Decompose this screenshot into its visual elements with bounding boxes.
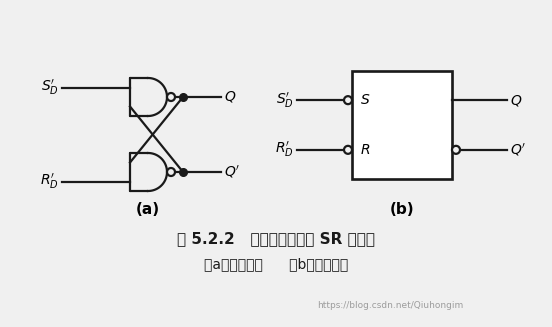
Text: $Q'$: $Q'$ <box>510 142 527 158</box>
Text: (a): (a) <box>136 201 160 216</box>
Circle shape <box>167 93 175 101</box>
Text: https://blog.csdn.net/Qiuhongim: https://blog.csdn.net/Qiuhongim <box>317 301 463 309</box>
Circle shape <box>167 168 175 176</box>
Text: R: R <box>361 143 370 157</box>
Text: $R_D'$: $R_D'$ <box>275 140 294 160</box>
Text: S: S <box>361 93 370 107</box>
Circle shape <box>344 96 352 104</box>
Text: $R_D'$: $R_D'$ <box>40 172 59 191</box>
Text: (b): (b) <box>390 201 415 216</box>
Text: （a）电路结构      （b）图形符号: （a）电路结构 （b）图形符号 <box>204 257 348 271</box>
Polygon shape <box>352 71 452 179</box>
Text: $Q'$: $Q'$ <box>224 164 241 180</box>
Text: $Q$: $Q$ <box>224 90 236 105</box>
Text: $Q$: $Q$ <box>510 93 522 108</box>
Text: 图 5.2.2   用与非门组成的 SR 锁存器: 图 5.2.2 用与非门组成的 SR 锁存器 <box>177 232 375 247</box>
Text: $S_D'$: $S_D'$ <box>276 91 294 110</box>
Circle shape <box>344 146 352 154</box>
Circle shape <box>452 146 460 154</box>
Text: $S_D'$: $S_D'$ <box>41 78 59 97</box>
